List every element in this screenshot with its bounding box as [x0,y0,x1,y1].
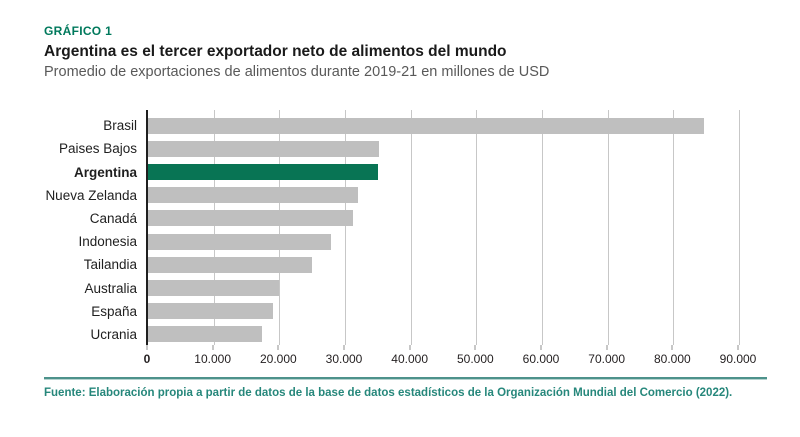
bar-paises-bajos [148,140,380,157]
gridline [739,110,740,345]
category-label-nueva-zelanda: Nueva Zelanda [45,187,137,203]
gridline [673,110,675,345]
chart-kicker: GRÁFICO 1 [44,24,113,38]
x-tick-label: 10.000 [194,352,232,366]
bar-indonesia [148,233,331,250]
x-axis: 0 10.000 20.000 30.000 40.000 50.000 60.000 70.… [143,345,767,367]
footer-divider [44,377,767,380]
gridline [213,110,215,345]
x-tick-label: 20.000 [259,352,297,366]
x-tick [540,345,542,350]
gridline [607,110,609,345]
gridline [345,110,346,345]
x-tick-label: 30.000 [325,352,363,366]
x-tick [409,345,411,350]
bar-row [148,207,768,230]
bar-canada [148,210,353,227]
gridline [542,110,543,345]
x-tick-label: 90.000 [719,352,757,366]
bar-row [148,230,768,253]
bar-row [148,300,768,323]
bar-australia [148,280,280,297]
category-label-brasil: Brasil [103,118,137,134]
gridline [410,110,412,345]
gridline [476,110,478,345]
x-tick [606,345,608,350]
x-tick-label: 50.000 [456,352,494,366]
category-label-paises-bajos: Paises Bajos [58,141,137,157]
bar-ucrania [148,326,263,343]
x-tick-label: 0 [143,352,151,366]
category-label-argentina: Argentina [73,164,137,180]
x-tick [146,345,148,350]
bar-row [148,160,768,183]
bar-argentina [148,164,378,180]
x-tick [671,345,673,350]
x-tick [474,345,476,350]
bar-brasil [148,117,704,134]
category-label-indonesia: Indonesia [78,234,137,250]
category-label-espana: España [91,303,137,319]
x-tick [737,345,739,350]
bar-tailandia [148,256,312,273]
bar-row [148,184,768,207]
gridline [279,110,281,345]
category-label-ucrania: Ucrania [90,326,137,342]
category-label-canada: Canadá [89,210,137,226]
chart-title: Argentina es el tercer exportador neto d… [44,43,507,60]
x-tick-label: 60.000 [522,352,560,366]
y-axis-labels: Brasil Paises Bajos Argentina Nueva Zelanda… [0,114,137,346]
x-tick-label: 40.000 [391,352,429,366]
category-label-australia: Australia [84,280,137,296]
bar-row [148,253,768,276]
x-tick [343,345,345,350]
bar-row [148,323,768,346]
category-label-tailandia: Tailandia [83,257,137,273]
chart-subtitle: Promedio de exportaciones de alimentos d… [44,64,550,80]
bar-row [148,114,768,137]
x-tick-label: 80.000 [653,352,691,366]
bar-row [148,137,768,160]
bar-chart-plot [146,110,768,345]
bar-row [148,276,768,299]
bar-nueva-zelanda [148,187,359,204]
x-tick [277,345,279,350]
x-tick-label: 70.000 [588,352,626,366]
x-tick [212,345,214,350]
bars [148,114,768,346]
source-note: Fuente: Elaboración propia a partir de d… [44,387,733,399]
bar-espana [148,303,273,320]
